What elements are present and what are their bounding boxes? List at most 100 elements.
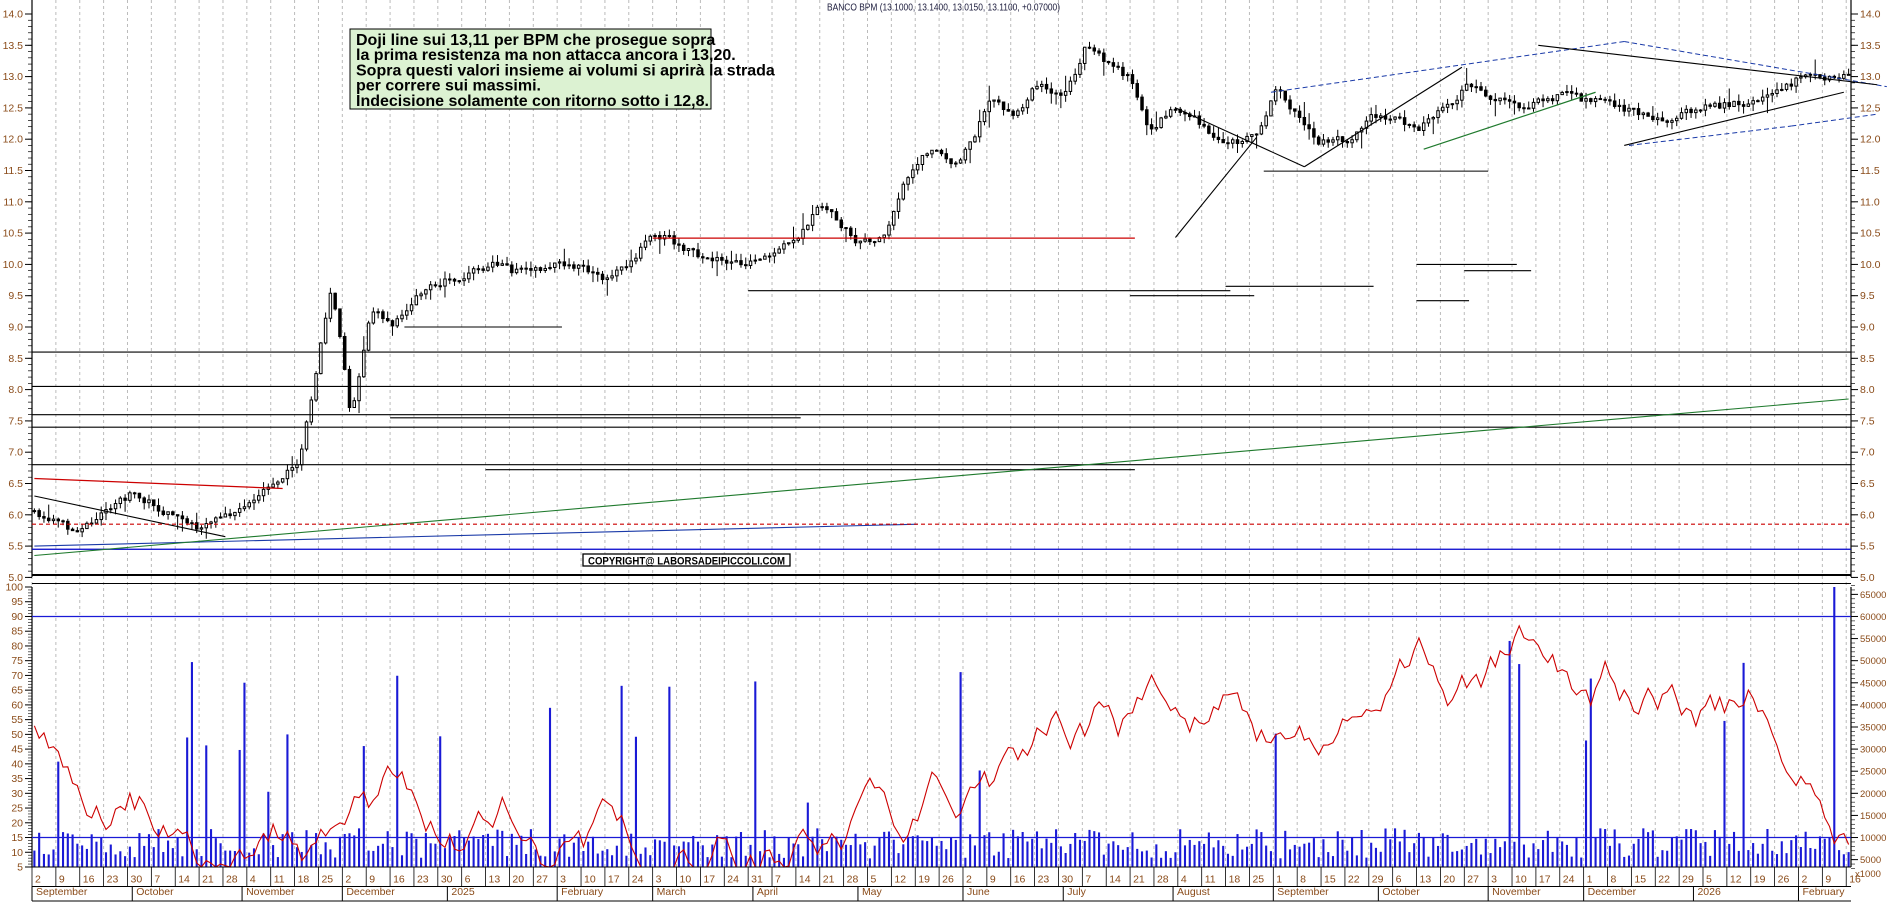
svg-text:March: March <box>657 886 686 898</box>
svg-text:10.5: 10.5 <box>1860 228 1881 240</box>
svg-text:14: 14 <box>799 874 811 886</box>
svg-text:10: 10 <box>11 847 23 859</box>
svg-text:7: 7 <box>154 874 160 886</box>
svg-text:December: December <box>1588 886 1637 898</box>
svg-text:11: 11 <box>1205 874 1216 886</box>
svg-text:1: 1 <box>1276 874 1282 886</box>
svg-text:5: 5 <box>1706 874 1712 886</box>
svg-text:21: 21 <box>202 874 214 886</box>
svg-text:55000: 55000 <box>1860 634 1886 645</box>
svg-text:23: 23 <box>417 874 429 886</box>
svg-text:11.5: 11.5 <box>1860 165 1880 177</box>
svg-text:9.5: 9.5 <box>8 290 23 302</box>
svg-text:28: 28 <box>226 874 238 886</box>
svg-text:February: February <box>561 886 604 898</box>
svg-text:19: 19 <box>1754 874 1766 886</box>
svg-text:24: 24 <box>1563 874 1575 886</box>
svg-text:2: 2 <box>966 874 972 886</box>
svg-text:7.0: 7.0 <box>1860 447 1875 459</box>
svg-text:July: July <box>1067 886 1086 898</box>
svg-text:40000: 40000 <box>1860 700 1886 711</box>
svg-text:50: 50 <box>11 729 23 741</box>
svg-text:60: 60 <box>11 699 23 711</box>
svg-text:December: December <box>346 886 395 898</box>
svg-text:8.5: 8.5 <box>8 353 23 365</box>
svg-text:February: February <box>1802 886 1845 898</box>
svg-text:2025: 2025 <box>451 886 475 898</box>
svg-text:13.0: 13.0 <box>1860 71 1881 83</box>
svg-text:June: June <box>967 886 990 898</box>
svg-text:16: 16 <box>393 874 405 886</box>
svg-text:2: 2 <box>345 874 351 886</box>
svg-text:August: August <box>1177 886 1210 898</box>
svg-text:17: 17 <box>703 874 715 886</box>
svg-text:25: 25 <box>1252 874 1264 886</box>
svg-text:5.5: 5.5 <box>8 541 23 553</box>
svg-text:17: 17 <box>1539 874 1551 886</box>
svg-text:3: 3 <box>1491 874 1497 886</box>
svg-text:75: 75 <box>11 655 23 667</box>
svg-text:18: 18 <box>298 874 310 886</box>
svg-text:6.5: 6.5 <box>1860 478 1875 490</box>
svg-text:11.0: 11.0 <box>3 196 23 208</box>
svg-text:5.5: 5.5 <box>1860 541 1875 553</box>
svg-text:35000: 35000 <box>1860 723 1886 734</box>
svg-text:28: 28 <box>847 874 859 886</box>
svg-text:30: 30 <box>441 874 453 886</box>
svg-text:October: October <box>136 886 174 898</box>
svg-text:15: 15 <box>1324 874 1336 886</box>
svg-text:29: 29 <box>1372 874 1384 886</box>
svg-text:35: 35 <box>11 773 23 785</box>
svg-text:8.0: 8.0 <box>8 384 23 396</box>
svg-text:10: 10 <box>1515 874 1527 886</box>
svg-text:7: 7 <box>775 874 781 886</box>
svg-text:6: 6 <box>1396 874 1402 886</box>
svg-text:31: 31 <box>751 874 763 886</box>
svg-text:16: 16 <box>1014 874 1026 886</box>
svg-text:April: April <box>757 886 778 898</box>
svg-text:12.5: 12.5 <box>3 102 24 114</box>
svg-text:55: 55 <box>11 714 23 726</box>
svg-text:14: 14 <box>1109 874 1121 886</box>
svg-text:September: September <box>36 886 88 898</box>
svg-text:27: 27 <box>1467 874 1479 886</box>
svg-text:BANCO BPM (13.1000, 13.1400, 1: BANCO BPM (13.1000, 13.1400, 13.0150, 13… <box>827 3 1060 14</box>
svg-text:25: 25 <box>321 874 333 886</box>
svg-text:23: 23 <box>107 874 119 886</box>
svg-text:10000: 10000 <box>1860 833 1886 844</box>
svg-text:9: 9 <box>990 874 996 886</box>
svg-text:29: 29 <box>1682 874 1694 886</box>
svg-text:8: 8 <box>1611 874 1617 886</box>
svg-text:14.0: 14.0 <box>3 9 24 21</box>
svg-text:18: 18 <box>1229 874 1241 886</box>
svg-text:28: 28 <box>1157 874 1169 886</box>
svg-text:5.0: 5.0 <box>1860 572 1875 584</box>
svg-text:9.0: 9.0 <box>1860 322 1875 334</box>
svg-text:13.5: 13.5 <box>3 40 24 52</box>
svg-text:15: 15 <box>11 832 23 844</box>
svg-text:50000: 50000 <box>1860 656 1886 667</box>
svg-text:12: 12 <box>1730 874 1742 886</box>
svg-text:27: 27 <box>536 874 548 886</box>
svg-text:15: 15 <box>1634 874 1646 886</box>
svg-text:7.5: 7.5 <box>8 415 23 427</box>
svg-text:2: 2 <box>35 874 41 886</box>
svg-text:2026: 2026 <box>1697 886 1721 898</box>
svg-text:90: 90 <box>11 611 23 623</box>
svg-text:22: 22 <box>1348 874 1360 886</box>
svg-text:20000: 20000 <box>1860 789 1886 800</box>
svg-text:5000: 5000 <box>1860 855 1881 866</box>
svg-text:14.0: 14.0 <box>1860 9 1881 21</box>
svg-text:65000: 65000 <box>1860 590 1886 601</box>
svg-text:10.0: 10.0 <box>1860 259 1881 271</box>
svg-text:6.0: 6.0 <box>1860 509 1875 521</box>
svg-text:16: 16 <box>1849 874 1861 886</box>
svg-text:13: 13 <box>489 874 501 886</box>
svg-text:6.5: 6.5 <box>8 478 23 490</box>
svg-text:11.5: 11.5 <box>3 165 23 177</box>
svg-text:40: 40 <box>11 758 23 770</box>
svg-text:26: 26 <box>1778 874 1790 886</box>
svg-text:12.5: 12.5 <box>1860 102 1881 114</box>
svg-text:12.0: 12.0 <box>1860 134 1881 146</box>
svg-text:9.5: 9.5 <box>1860 290 1875 302</box>
